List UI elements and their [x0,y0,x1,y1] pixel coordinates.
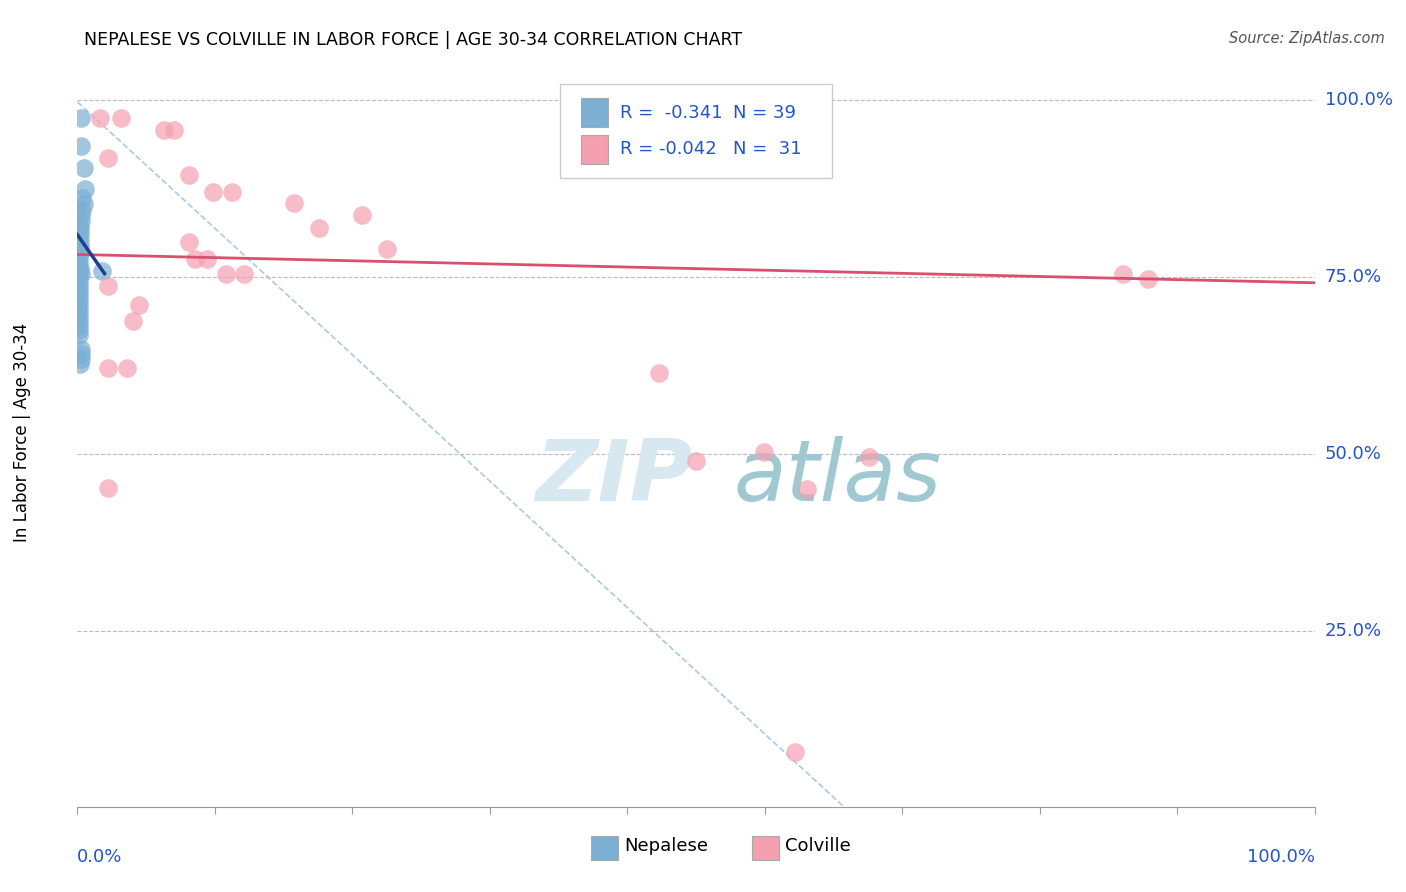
Point [67,253,90,268]
Point [73,182,96,196]
Point [67,288,90,302]
Point [67,284,90,298]
Point [177,235,200,249]
Point [97,152,120,166]
Point [215,267,238,281]
Point [69,224,91,238]
Point [70,347,93,361]
Point [69,240,91,254]
Point [221,186,243,200]
Point [69,262,91,277]
Point [69,357,91,371]
Point [69,244,91,259]
Point [67,293,90,308]
Point [184,252,207,267]
Point [97,278,120,293]
Point [685,454,707,468]
Point [70,139,93,153]
Text: R =  -0.341: R = -0.341 [620,103,723,121]
Point [375,242,398,256]
Point [70,267,93,281]
Bar [591,836,619,860]
Text: atlas: atlas [733,436,941,519]
Text: Nepalese: Nepalese [624,838,709,855]
Point [1136,271,1159,285]
Point [1112,267,1135,281]
Point [195,252,218,267]
Point [72,191,94,205]
Point [69,219,91,234]
Point [67,264,90,278]
Text: 100.0%: 100.0% [1247,848,1315,866]
Point [177,168,200,182]
Point [72,202,94,217]
Text: R = -0.042: R = -0.042 [620,140,717,159]
Point [283,195,305,210]
Point [67,303,90,318]
Point [67,274,90,288]
Text: Colville: Colville [785,838,851,855]
Point [67,328,90,343]
Point [67,298,90,312]
Point [91,264,114,278]
Point [202,186,225,200]
Point [70,111,93,125]
Point [72,197,94,211]
Point [783,745,806,759]
Text: Source: ZipAtlas.com: Source: ZipAtlas.com [1229,31,1385,46]
Text: 25.0%: 25.0% [1324,622,1382,640]
Point [89,111,111,125]
Point [67,259,90,273]
Text: 75.0%: 75.0% [1324,268,1382,286]
Point [67,323,90,337]
Bar [581,98,609,127]
Point [97,481,120,495]
Point [115,360,138,375]
Text: In Labor Force | Age 30-34: In Labor Force | Age 30-34 [13,323,31,542]
Point [163,123,186,137]
FancyBboxPatch shape [560,84,832,178]
Point [308,220,330,235]
Point [128,298,150,312]
Point [752,445,775,459]
Point [67,249,90,263]
Point [70,342,93,356]
Text: N = 39: N = 39 [733,103,796,121]
Point [122,314,145,328]
Point [67,308,90,322]
Point [69,235,91,249]
Point [858,450,880,465]
Point [796,482,818,496]
Point [69,229,91,244]
Point [70,352,93,367]
Point [67,313,90,327]
Text: 100.0%: 100.0% [1324,91,1392,110]
Point [70,208,93,222]
Point [70,213,93,227]
Bar [752,836,779,860]
Point [67,318,90,333]
Text: ZIP: ZIP [536,436,693,519]
Bar [581,136,609,163]
Point [72,161,94,175]
Text: 50.0%: 50.0% [1324,445,1381,463]
Point [97,360,120,375]
Point [67,278,90,293]
Point [67,268,90,283]
Text: NEPALESE VS COLVILLE IN LABOR FORCE | AGE 30-34 CORRELATION CHART: NEPALESE VS COLVILLE IN LABOR FORCE | AG… [84,31,742,49]
Point [648,366,671,380]
Text: N =  31: N = 31 [733,140,801,159]
Point [350,208,373,222]
Point [153,123,176,137]
Point [233,267,256,281]
Point [110,111,132,125]
Text: 0.0%: 0.0% [77,848,122,866]
